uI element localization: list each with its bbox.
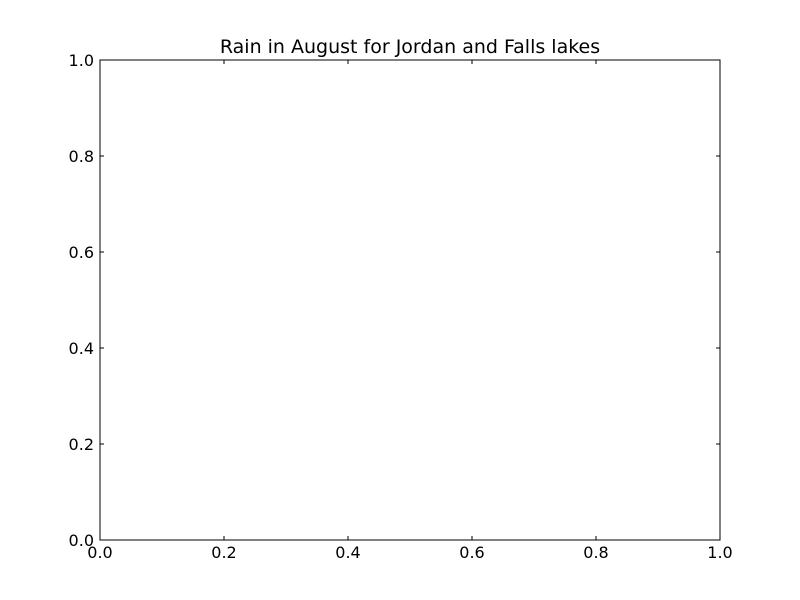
x-tick-label: 0.2 — [211, 543, 236, 562]
y-tick-label: 0.2 — [69, 435, 94, 454]
y-axis: 0.0 0.2 0.4 0.6 0.8 1.0 — [69, 51, 720, 550]
x-tick-label: 0.0 — [87, 543, 112, 562]
x-axis: 0.0 0.2 0.4 0.6 0.8 1.0 — [87, 60, 733, 562]
y-tick-label: 0.6 — [69, 243, 94, 262]
x-tick-label: 0.4 — [335, 543, 360, 562]
y-tick-label: 0.4 — [69, 339, 94, 358]
chart-title: Rain in August for Jordan and Falls lake… — [220, 36, 600, 58]
y-tick-label: 1.0 — [69, 51, 94, 70]
y-tick-label: 0.8 — [69, 147, 94, 166]
y-tick-label: 0.0 — [69, 531, 94, 550]
x-tick-label: 0.8 — [583, 543, 608, 562]
x-tick-label: 1.0 — [707, 543, 732, 562]
x-tick-label: 0.6 — [459, 543, 484, 562]
plot-area — [99, 59, 721, 541]
